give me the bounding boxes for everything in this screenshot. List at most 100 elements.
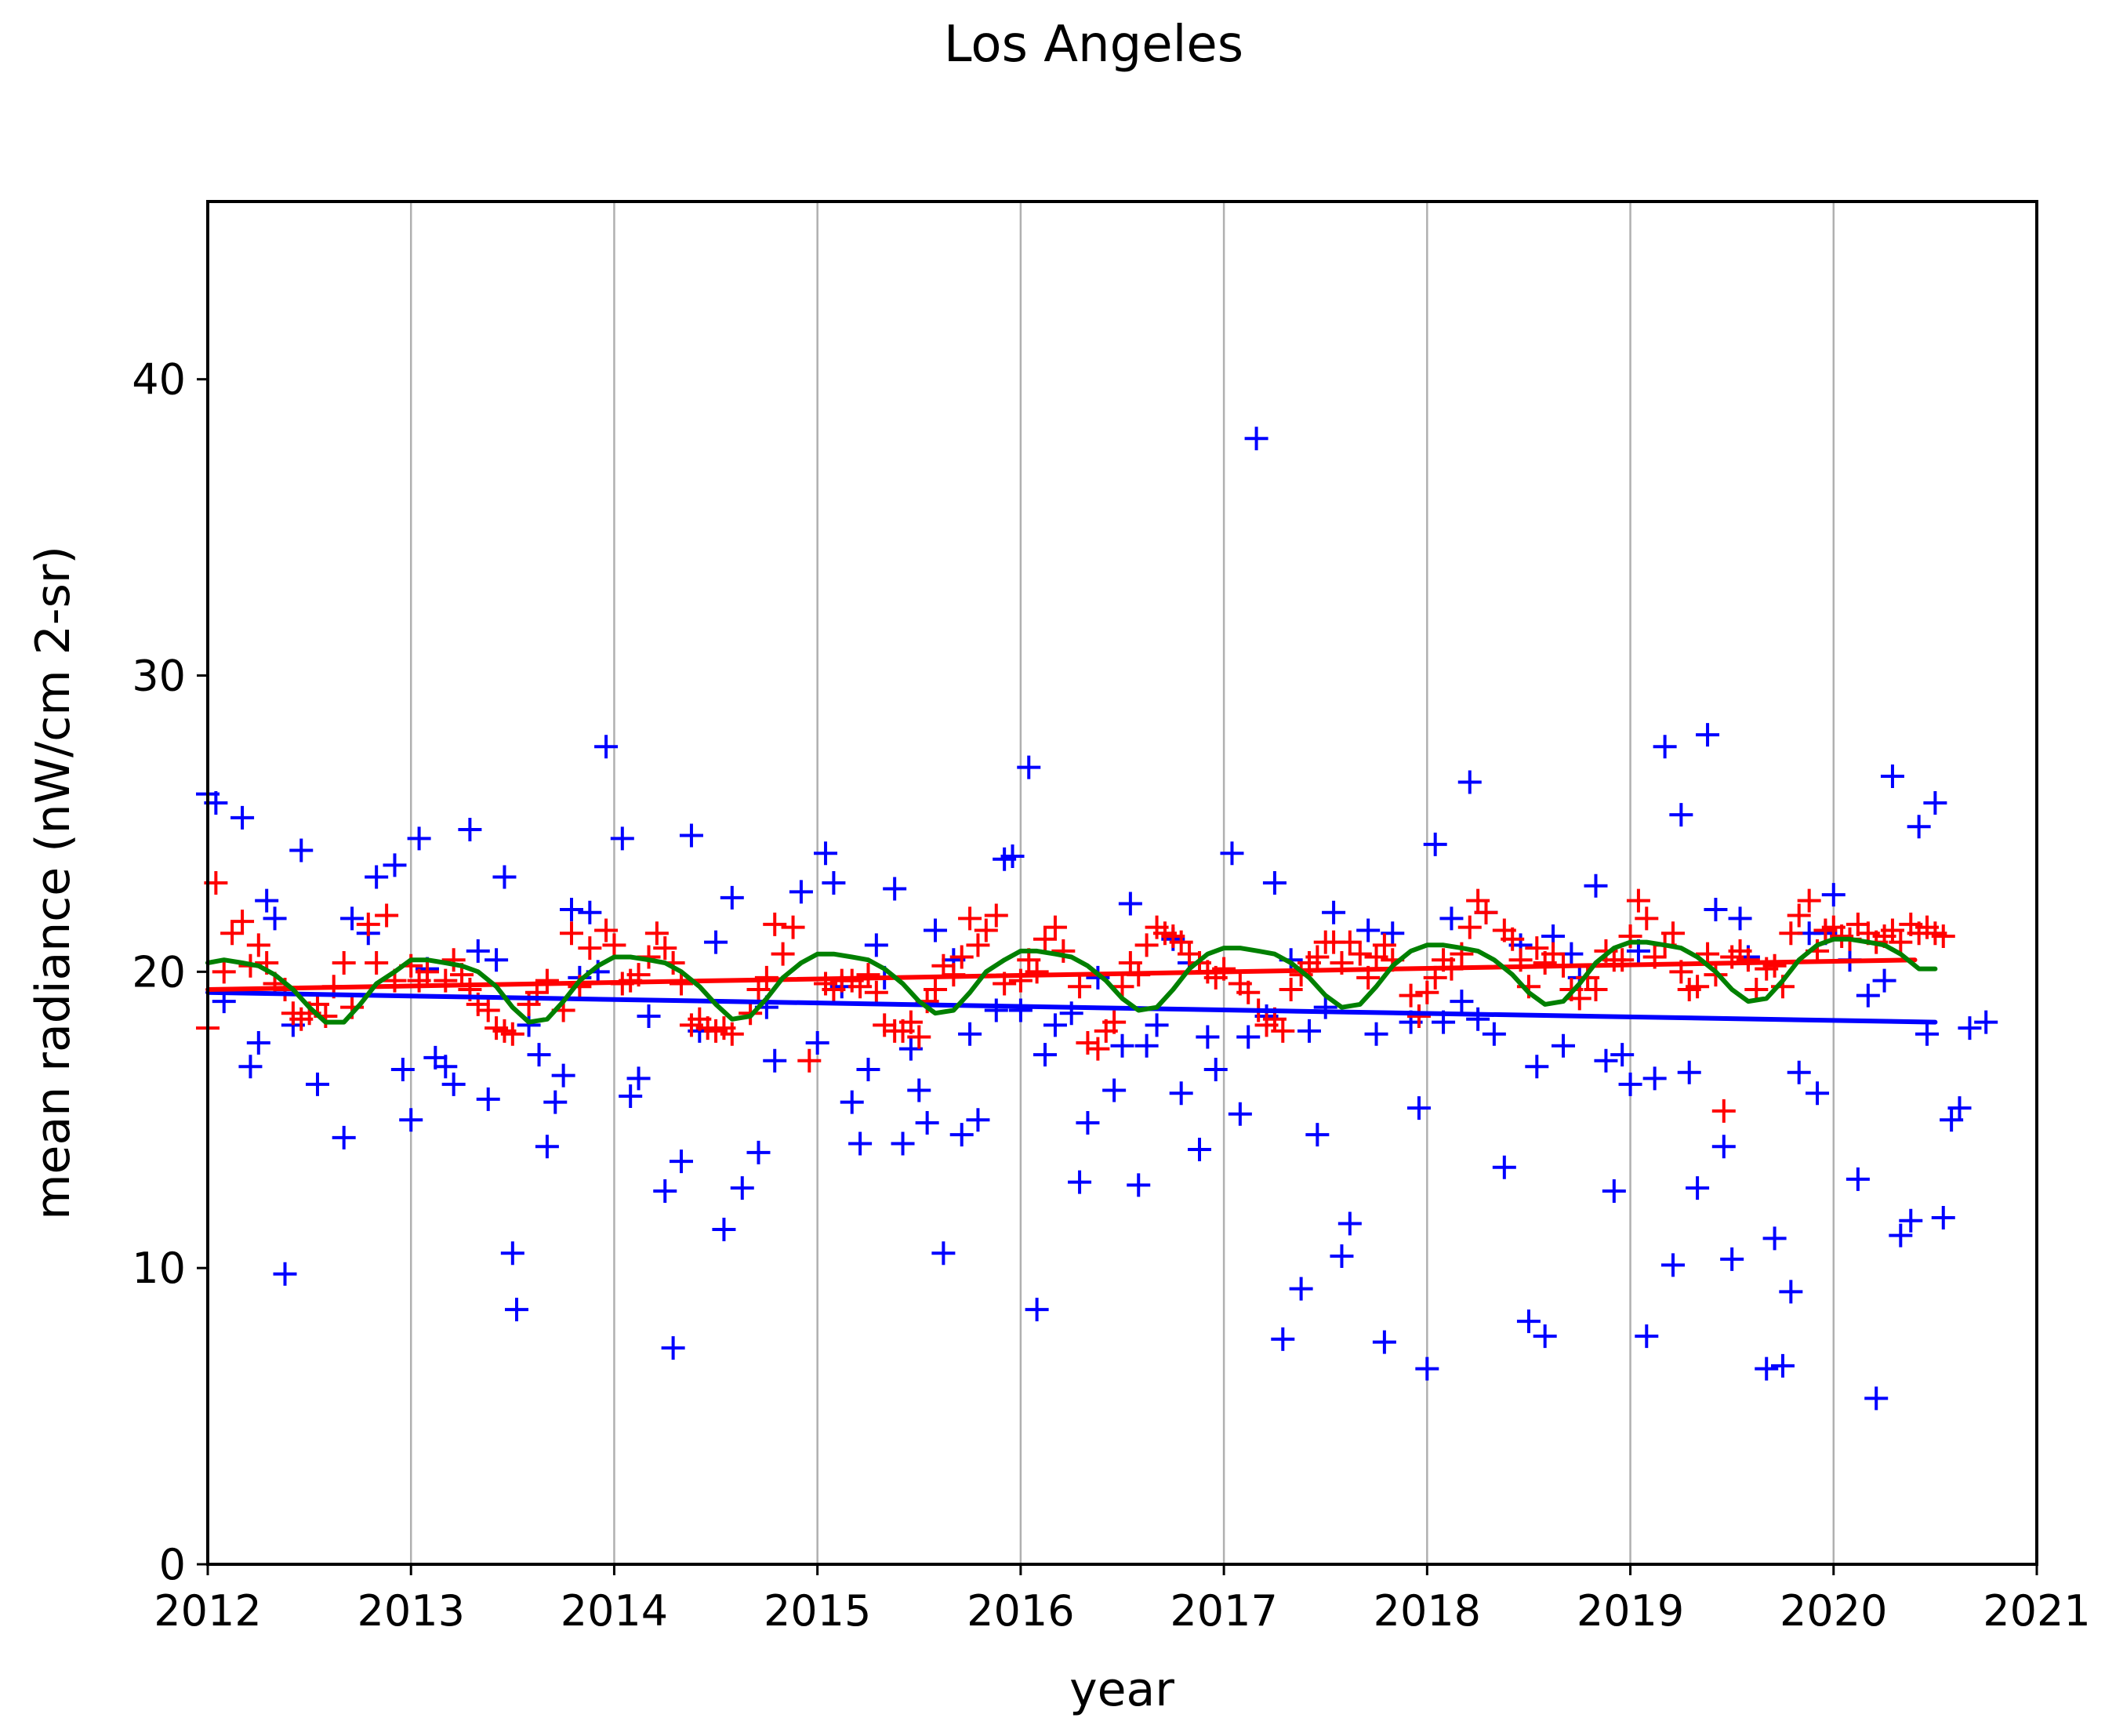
monthly-corrected-point (1736, 948, 1760, 972)
y-tick-label: 20 (132, 947, 186, 997)
monthly-raw-point (238, 1055, 263, 1079)
monthly-corrected-point (974, 918, 998, 942)
monthly-raw-point (805, 1031, 829, 1055)
monthly-corrected-point (434, 968, 458, 993)
monthly-raw-point (1337, 1211, 1362, 1236)
monthly-corrected-point (1744, 978, 1769, 1002)
x-tick-label: 2019 (1577, 1586, 1684, 1636)
monthly-raw-point (230, 805, 255, 830)
monthly-raw-point (1653, 735, 1677, 759)
monthly-raw-point (441, 1072, 466, 1096)
monthly-corrected-point (1399, 983, 1423, 1008)
seasonal-fit-line (205, 936, 1938, 1025)
monthly-corrected-point (720, 1022, 744, 1046)
monthly-raw-point (653, 1179, 677, 1203)
grid-lines (409, 202, 1835, 1564)
monthly-raw-point (458, 817, 482, 841)
series-layer (196, 427, 1998, 1411)
monthly-corrected-point (1541, 942, 1566, 966)
monthly-raw-point (390, 1058, 415, 1082)
monthly-raw-point (1196, 1025, 1220, 1049)
monthly-corrected-point (1525, 936, 1549, 961)
monthly-corrected-point (907, 1025, 931, 1049)
monthly-corrected-point (984, 903, 1008, 928)
monthly-raw-point (1203, 1058, 1228, 1082)
monthly-raw-point (730, 1176, 754, 1200)
monthly-raw-point (1610, 1043, 1635, 1067)
monthly-raw-point (1880, 764, 1904, 788)
monthly-raw-point (1889, 1223, 1913, 1248)
monthly-raw-point (332, 1125, 356, 1149)
monthly-corrected-point (1457, 915, 1482, 939)
monthly-raw-point (1779, 1280, 1803, 1304)
monthly-corrected-point (644, 921, 669, 946)
monthly-corrected-point (898, 1010, 923, 1034)
monthly-raw-point (1872, 968, 1896, 993)
monthly-raw-point (1068, 1170, 1092, 1194)
monthly-corrected-point (594, 918, 619, 942)
monthly-raw-point (848, 1131, 873, 1156)
monthly-raw-point (1755, 1356, 1779, 1381)
monthly-corrected-point (1474, 900, 1498, 924)
monthly-raw-point (1711, 1135, 1736, 1159)
monthly-raw-point (1846, 1167, 1870, 1191)
monthly-corrected-point (1025, 960, 1049, 984)
monthly-raw-point (720, 885, 744, 910)
monthly-corrected-point (535, 968, 559, 993)
monthly-raw-point (365, 865, 389, 889)
monthly-raw-point (822, 871, 846, 895)
monthly-raw-point (399, 1108, 423, 1132)
monthly-raw-point (1134, 1033, 1159, 1058)
monthly-corrected-point (1406, 1004, 1431, 1029)
monthly-raw-point (915, 1111, 939, 1135)
monthly-raw-point (305, 1072, 329, 1096)
monthly-corrected-point (781, 915, 805, 939)
monthly-raw-point (1940, 1108, 1964, 1132)
monthly-corrected-point (1372, 933, 1396, 957)
monthly-raw-point (1686, 1176, 1710, 1200)
monthly-raw-point (1102, 1078, 1127, 1102)
x-tick-label: 2018 (1374, 1586, 1481, 1636)
monthly-raw-point (1931, 1205, 1955, 1229)
trend-raw-line (205, 990, 1938, 1025)
monthly-corrected-point (1466, 888, 1490, 913)
monthly-raw-point (1584, 873, 1608, 898)
monthly-raw-point (1787, 1060, 1811, 1084)
monthly-raw-point (907, 1078, 931, 1102)
monthly-raw-point (1076, 1111, 1100, 1135)
monthly-corrected-point (1779, 921, 1803, 946)
monthly-raw-point (255, 888, 279, 913)
monthly-raw-point (560, 898, 584, 921)
monthly-raw-point (543, 1090, 568, 1114)
x-axis-label: year (1069, 1662, 1174, 1717)
monthly-raw-point (289, 838, 314, 863)
monthly-corrected-point (500, 1022, 524, 1046)
monthly-corrected-point (1626, 888, 1650, 913)
chart-title: Los Angeles (944, 16, 1243, 74)
x-axis: 2012 2013 2014 2015 2016 2017 2018 2019 2020 2021 (154, 1564, 2091, 1636)
monthly-raw-point (1220, 841, 1244, 866)
monthly-raw-point (1728, 906, 1752, 931)
monthly-raw-point (492, 865, 517, 889)
monthly-raw-point (527, 1043, 551, 1067)
monthly-raw-point (1516, 1309, 1541, 1334)
monthly-corrected-point (1348, 942, 1372, 966)
y-tick-label: 30 (132, 652, 186, 701)
monthly-corrected-point (1051, 939, 1076, 963)
monthly-raw-point (246, 1031, 270, 1055)
monthly-raw-point (637, 1004, 661, 1029)
monthly-raw-point (1457, 770, 1482, 794)
monthly-corrected-point (1711, 1099, 1736, 1123)
monthly-raw-point (1025, 1298, 1049, 1322)
monthly-corrected-point (441, 948, 466, 972)
monthly-corrected-point (873, 1013, 897, 1037)
monthly-raw-point (1439, 906, 1464, 931)
monthly-corrected-point (1043, 915, 1067, 939)
monthly-corrected-point (1889, 930, 1913, 954)
monthly-corrected-point (1364, 945, 1388, 969)
monthly-raw-point (1127, 1173, 1151, 1197)
monthly-corrected-point (1008, 968, 1033, 993)
monthly-raw-point (1958, 1016, 1982, 1041)
